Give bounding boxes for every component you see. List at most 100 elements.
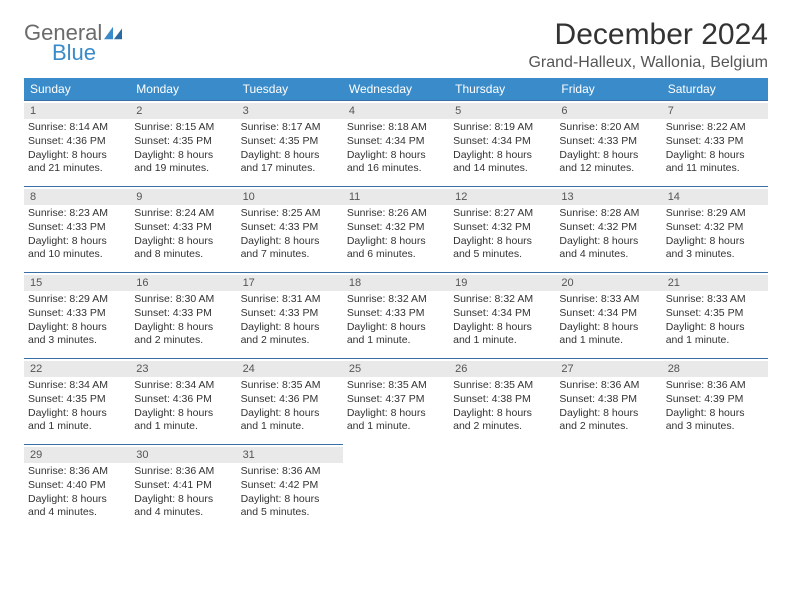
- sunset-line: Sunset: 4:42 PM: [241, 479, 339, 493]
- daylight-line: Daylight: 8 hours and 19 minutes.: [134, 149, 232, 176]
- sunset-line: Sunset: 4:38 PM: [559, 393, 657, 407]
- sunset-line: Sunset: 4:33 PM: [241, 221, 339, 235]
- sunrise-line: Sunrise: 8:24 AM: [134, 207, 232, 221]
- day-number: 3: [237, 103, 343, 119]
- daylight-line: Daylight: 8 hours and 17 minutes.: [241, 149, 339, 176]
- day-number: 5: [449, 103, 555, 119]
- calendar-cell: 16Sunrise: 8:30 AMSunset: 4:33 PMDayligh…: [130, 273, 236, 359]
- calendar-cell: 4Sunrise: 8:18 AMSunset: 4:34 PMDaylight…: [343, 101, 449, 187]
- brand-logo: General Blue: [24, 18, 122, 64]
- day-number: 25: [343, 361, 449, 377]
- calendar-cell: 25Sunrise: 8:35 AMSunset: 4:37 PMDayligh…: [343, 359, 449, 445]
- sunset-line: Sunset: 4:34 PM: [559, 307, 657, 321]
- day-number: 10: [237, 189, 343, 205]
- calendar-cell: 28Sunrise: 8:36 AMSunset: 4:39 PMDayligh…: [662, 359, 768, 445]
- calendar-cell: 24Sunrise: 8:35 AMSunset: 4:36 PMDayligh…: [237, 359, 343, 445]
- daylight-line: Daylight: 8 hours and 4 minutes.: [134, 493, 232, 520]
- calendar-row: 8Sunrise: 8:23 AMSunset: 4:33 PMDaylight…: [24, 187, 768, 273]
- sunrise-line: Sunrise: 8:36 AM: [666, 379, 764, 393]
- sunset-line: Sunset: 4:34 PM: [453, 135, 551, 149]
- sunrise-line: Sunrise: 8:17 AM: [241, 121, 339, 135]
- calendar-cell: 10Sunrise: 8:25 AMSunset: 4:33 PMDayligh…: [237, 187, 343, 273]
- sunrise-line: Sunrise: 8:36 AM: [134, 465, 232, 479]
- calendar-page: General Blue December 2024 Grand-Halleux…: [0, 0, 792, 549]
- sunrise-line: Sunrise: 8:32 AM: [453, 293, 551, 307]
- day-number: 19: [449, 275, 555, 291]
- calendar-cell: 5Sunrise: 8:19 AMSunset: 4:34 PMDaylight…: [449, 101, 555, 187]
- calendar-cell: 15Sunrise: 8:29 AMSunset: 4:33 PMDayligh…: [24, 273, 130, 359]
- daylight-line: Daylight: 8 hours and 10 minutes.: [28, 235, 126, 262]
- dayname-thursday: Thursday: [449, 78, 555, 101]
- calendar-cell: 29Sunrise: 8:36 AMSunset: 4:40 PMDayligh…: [24, 445, 130, 531]
- sunrise-line: Sunrise: 8:35 AM: [453, 379, 551, 393]
- day-number: 6: [555, 103, 661, 119]
- sunrise-line: Sunrise: 8:18 AM: [347, 121, 445, 135]
- sunset-line: Sunset: 4:33 PM: [559, 135, 657, 149]
- dayname-monday: Monday: [130, 78, 236, 101]
- calendar-cell: 20 Sunrise: 8:33 AMSunset: 4:34 PMDayligh…: [555, 273, 661, 359]
- page-header: General Blue December 2024 Grand-Halleux…: [24, 18, 768, 72]
- calendar-cell: [343, 445, 449, 531]
- calendar-cell: 2Sunrise: 8:15 AMSunset: 4:35 PMDaylight…: [130, 101, 236, 187]
- calendar-cell: [662, 445, 768, 531]
- sunrise-line: Sunrise: 8:14 AM: [28, 121, 126, 135]
- day-number: 21: [662, 275, 768, 291]
- calendar-cell: 13Sunrise: 8:28 AMSunset: 4:32 PMDayligh…: [555, 187, 661, 273]
- sunset-line: Sunset: 4:39 PM: [666, 393, 764, 407]
- sunset-line: Sunset: 4:33 PM: [241, 307, 339, 321]
- calendar-cell: [449, 445, 555, 531]
- day-number: 20: [555, 275, 661, 291]
- day-number: 7: [662, 103, 768, 119]
- daylight-line: Daylight: 8 hours and 1 minute.: [347, 407, 445, 434]
- daylight-line: Daylight: 8 hours and 3 minutes.: [28, 321, 126, 348]
- daylight-line: Daylight: 8 hours and 6 minutes.: [347, 235, 445, 262]
- day-number: 24: [237, 361, 343, 377]
- sunset-line: Sunset: 4:38 PM: [453, 393, 551, 407]
- dayname-row: Sunday Monday Tuesday Wednesday Thursday…: [24, 78, 768, 101]
- daylight-line: Daylight: 8 hours and 2 minutes.: [453, 407, 551, 434]
- calendar-row: 1Sunrise: 8:14 AMSunset: 4:36 PMDaylight…: [24, 101, 768, 187]
- sunrise-line: Sunrise: 8:19 AM: [453, 121, 551, 135]
- daylight-line: Daylight: 8 hours and 16 minutes.: [347, 149, 445, 176]
- daylight-line: Daylight: 8 hours and 1 minute.: [559, 321, 657, 348]
- calendar-cell: 26Sunrise: 8:35 AMSunset: 4:38 PMDayligh…: [449, 359, 555, 445]
- daylight-line: Daylight: 8 hours and 1 minute.: [241, 407, 339, 434]
- sunset-line: Sunset: 4:32 PM: [347, 221, 445, 235]
- day-number: 2: [130, 103, 236, 119]
- sunset-line: Sunset: 4:35 PM: [666, 307, 764, 321]
- day-number: 22: [24, 361, 130, 377]
- day-number: 13: [555, 189, 661, 205]
- sunrise-line: Sunrise: 8:25 AM: [241, 207, 339, 221]
- calendar-cell: 1Sunrise: 8:14 AMSunset: 4:36 PMDaylight…: [24, 101, 130, 187]
- location-text: Grand-Halleux, Wallonia, Belgium: [528, 54, 768, 72]
- sunset-line: Sunset: 4:33 PM: [28, 307, 126, 321]
- brand-text-2: Blue: [52, 42, 122, 64]
- daylight-line: Daylight: 8 hours and 5 minutes.: [453, 235, 551, 262]
- daylight-line: Daylight: 8 hours and 21 minutes.: [28, 149, 126, 176]
- daylight-line: Daylight: 8 hours and 2 minutes.: [134, 321, 232, 348]
- sunset-line: Sunset: 4:36 PM: [28, 135, 126, 149]
- sunrise-line: Sunrise: 8:22 AM: [666, 121, 764, 135]
- sunset-line: Sunset: 4:32 PM: [666, 221, 764, 235]
- day-number: 23: [130, 361, 236, 377]
- daylight-line: Daylight: 8 hours and 4 minutes.: [559, 235, 657, 262]
- day-number: 4: [343, 103, 449, 119]
- sunrise-line: Sunrise: 8:33 AM: [559, 293, 657, 307]
- daylight-line: Daylight: 8 hours and 3 minutes.: [666, 235, 764, 262]
- sunrise-line: Sunrise: 8:33 AM: [666, 293, 764, 307]
- dayname-saturday: Saturday: [662, 78, 768, 101]
- sunset-line: Sunset: 4:33 PM: [28, 221, 126, 235]
- sunset-line: Sunset: 4:36 PM: [134, 393, 232, 407]
- calendar-row: 15Sunrise: 8:29 AMSunset: 4:33 PMDayligh…: [24, 273, 768, 359]
- sunrise-line: Sunrise: 8:26 AM: [347, 207, 445, 221]
- sunset-line: Sunset: 4:40 PM: [28, 479, 126, 493]
- sunset-line: Sunset: 4:35 PM: [134, 135, 232, 149]
- calendar-cell: 23Sunrise: 8:34 AMSunset: 4:36 PMDayligh…: [130, 359, 236, 445]
- calendar-table: Sunday Monday Tuesday Wednesday Thursday…: [24, 78, 768, 531]
- daylight-line: Daylight: 8 hours and 1 minute.: [453, 321, 551, 348]
- sunrise-line: Sunrise: 8:29 AM: [666, 207, 764, 221]
- day-number: 11: [343, 189, 449, 205]
- sunrise-line: Sunrise: 8:36 AM: [241, 465, 339, 479]
- sunset-line: Sunset: 4:33 PM: [347, 307, 445, 321]
- calendar-cell: 9Sunrise: 8:24 AMSunset: 4:33 PMDaylight…: [130, 187, 236, 273]
